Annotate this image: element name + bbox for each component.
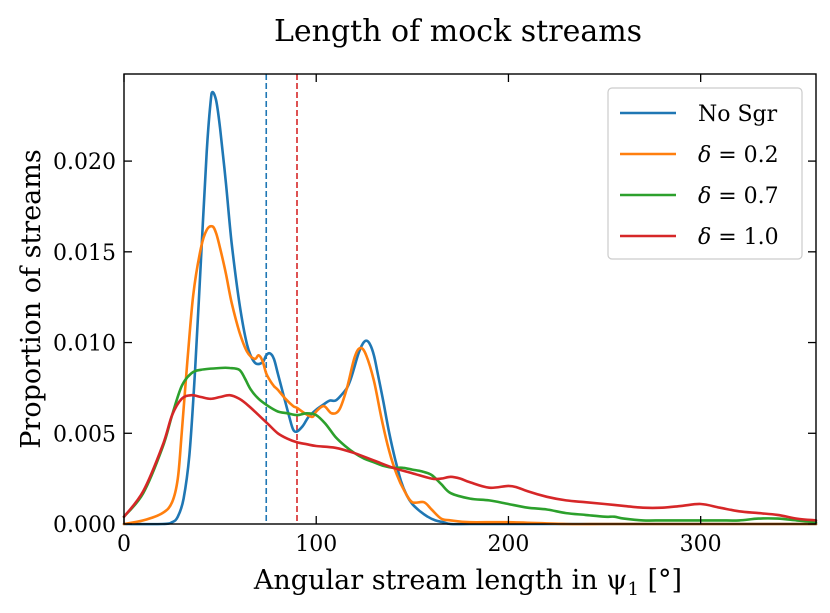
legend-label-2: δ = 0.7 [698,184,779,209]
y-axis-label: Proportion of streams [16,149,47,448]
x-tick-label-3: 300 [680,532,722,557]
y-axis-ticks: 0.000 0.005 0.010 0.015 0.020 [53,150,816,538]
legend-label-0: No Sgr [698,102,778,127]
y-tick-label-2: 0.010 [53,332,116,357]
chart-title: Length of mock streams [274,14,642,49]
legend-label-3: δ = 1.0 [698,225,779,250]
vertical-reference-lines [265,74,298,524]
y-tick-label-3: 0.015 [53,241,116,266]
x-tick-label-0: 0 [117,532,131,557]
x-axis-ticks: 0 100 200 300 [117,74,722,557]
legend: No Sgr δ = 0.2 δ = 0.7 δ = 1.0 [607,87,803,260]
y-tick-label-4: 0.020 [53,150,116,175]
x-tick-label-1: 100 [295,532,337,557]
legend-frame [607,87,803,260]
y-tick-label-1: 0.005 [53,422,116,447]
x-axis-label: Angular stream length in ψ1 [°] [253,565,682,600]
series-line-1 [122,224,818,526]
series-lines [122,90,818,526]
x-axis-label-subscript: 1 [627,579,638,600]
series-line-3 [122,393,818,522]
legend-label-1: δ = 0.2 [698,143,779,168]
x-axis-label-main: Angular stream length in ψ [253,565,628,596]
legend-items: No Sgr δ = 0.2 δ = 0.7 δ = 1.0 [620,102,779,250]
plot-frame [123,73,817,525]
x-tick-label-2: 200 [487,532,529,557]
x-axis-label-unit: [°] [639,565,682,596]
y-tick-label-0: 0.000 [53,513,116,538]
